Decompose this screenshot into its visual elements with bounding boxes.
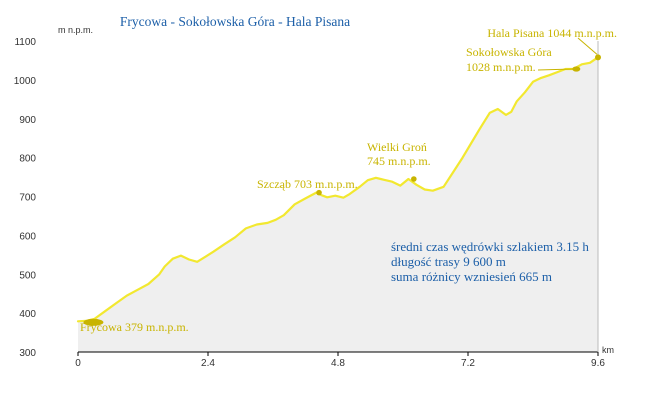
info-length: długość trasy 9 600 m	[391, 254, 506, 269]
elevation-line-path	[76, 56, 600, 323]
sokolowska-gora-marker	[572, 66, 581, 72]
chart-title: Frycowa - Sokołowska Góra - Hala Pisana	[120, 14, 350, 29]
wielki-gron-label-height: 745 m.n.p.m.	[367, 154, 431, 168]
sokolowska-gora-leader	[537, 68, 574, 71]
y-tick-label: 500	[19, 270, 36, 281]
y-tick-label: 900	[19, 115, 36, 126]
y-axis-label: m n.p.m.	[58, 25, 93, 35]
wielki-gron-label-name: Wielki Groń	[367, 140, 427, 154]
trail-info: średni czas wędrówki szlakiem 3.15 h dłu…	[391, 239, 589, 284]
y-tick-label: 600	[19, 231, 36, 242]
x-tick-label: 4.8	[331, 358, 345, 369]
frycowa-marker	[83, 318, 104, 326]
x-tick-label: 0	[75, 358, 81, 369]
info-time: średni czas wędrówki szlakiem 3.15 h	[391, 239, 589, 254]
hala-pisana-marker	[595, 54, 601, 61]
y-tick-label: 1000	[14, 76, 37, 87]
x-tick-label: 9.6	[591, 358, 605, 369]
x-axis-label: km	[602, 345, 614, 355]
x-tick-label: 2.4	[201, 358, 215, 369]
y-tick-label: 1100	[14, 37, 36, 48]
sokolowska-gora-label-name: Sokołowska Góra	[466, 45, 552, 59]
y-tick-label: 700	[19, 193, 36, 204]
info-elevation-gain: suma różnicy wzniesień 665 m	[391, 269, 552, 284]
wielki-gron-marker	[411, 176, 417, 182]
elevation-area	[78, 57, 598, 353]
x-tick-label: 7.2	[461, 358, 475, 369]
y-tick-label: 300	[19, 348, 36, 359]
szczab-marker	[316, 189, 322, 196]
sokolowska-gora-label-height: 1028 m.n.p.m.	[466, 60, 536, 74]
annotations: Frycowa 379 m.n.p.m. Szcząb 703 m.n.p.m. W…	[80, 26, 617, 334]
elevation-area-fill	[78, 57, 598, 353]
szczab-label: Szcząb 703 m.n.p.m.	[257, 177, 358, 191]
hala-pisana-label: Hala Pisana 1044 m.n.p.m.	[487, 26, 617, 40]
frycowa-label: Frycowa 379 m.n.p.m.	[80, 320, 189, 334]
axes: 300 400 500 600 700 800 900 1000 1100 0 2.4 4.8 7.2 9…	[14, 37, 606, 369]
y-tick-label: 400	[19, 309, 36, 320]
hala-pisana-leader	[577, 37, 598, 55]
y-tick-label: 800	[19, 154, 36, 165]
elevation-line	[76, 56, 600, 323]
